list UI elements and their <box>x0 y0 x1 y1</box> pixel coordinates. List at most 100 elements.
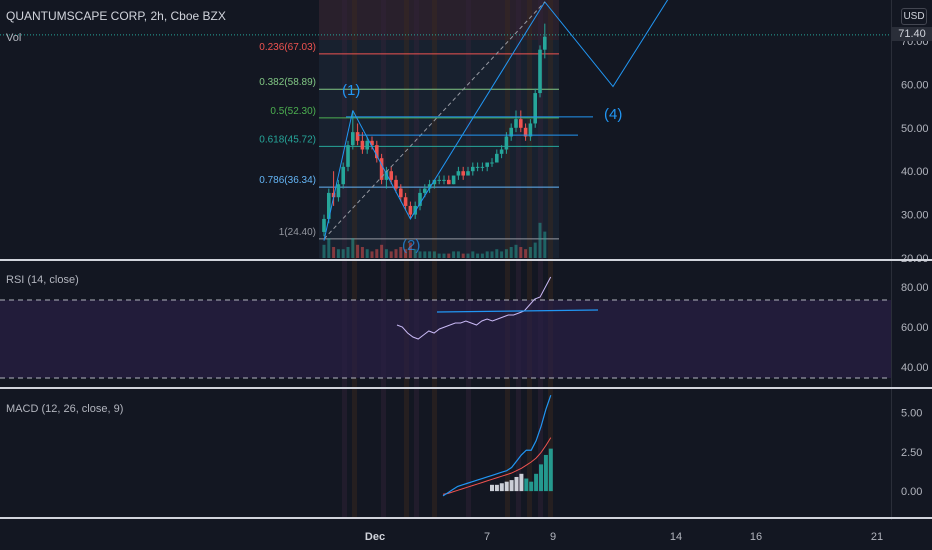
candle-body <box>355 132 360 141</box>
candle-body <box>327 192 331 219</box>
volume-bar <box>490 251 494 258</box>
fib-level-label: 0.236(67.03) <box>259 42 316 53</box>
volume-bar <box>476 253 480 258</box>
pane-separator-axis[interactable] <box>0 517 932 519</box>
volume-bar <box>336 249 340 258</box>
volume-bar <box>332 247 336 258</box>
candle-body <box>447 179 451 185</box>
macd-line <box>442 394 552 497</box>
macd-histogram-bar <box>504 481 509 492</box>
macd-histogram-bar <box>524 478 529 492</box>
volume-bar <box>456 251 460 258</box>
session-stripe <box>414 0 419 517</box>
candle-body <box>523 127 528 137</box>
macd-histogram-bar <box>543 454 548 492</box>
candle-body <box>456 171 461 176</box>
candle-body <box>365 140 369 150</box>
volume-bar <box>480 253 484 258</box>
session-stripe <box>516 0 521 517</box>
volume-bar <box>432 251 436 258</box>
macd-histogram-bar <box>529 481 534 492</box>
candle-body <box>432 179 437 185</box>
candle-body <box>437 179 441 181</box>
session-stripe <box>404 0 409 517</box>
macd-histogram-bar <box>490 484 494 492</box>
currency-button[interactable]: USD <box>901 8 927 25</box>
fib-level-label: 1(24.40) <box>279 227 316 238</box>
volume-bar <box>428 251 432 258</box>
candle-body <box>480 166 485 168</box>
volume-bar <box>533 242 537 258</box>
highlight-zone-top <box>319 0 559 40</box>
time-tick-label: 7 <box>484 531 490 543</box>
macd-histogram-bar <box>519 473 524 492</box>
time-tick-label: 9 <box>550 531 556 543</box>
session-stripe <box>352 0 357 517</box>
volume-bar <box>442 253 446 258</box>
candle-body <box>399 188 403 198</box>
session-stripe <box>527 0 532 517</box>
volume-bar <box>341 249 345 258</box>
candle-body <box>528 123 533 137</box>
volume-bar <box>452 251 456 258</box>
candle-body <box>394 179 398 189</box>
pane-separator-rsi[interactable] <box>0 259 932 261</box>
volume-bar <box>514 244 518 258</box>
volume-bar <box>447 253 451 258</box>
macd-histogram-bar <box>509 480 514 492</box>
wave-label: (2) <box>402 237 420 254</box>
volume-bar <box>322 244 326 258</box>
wave-line <box>352 0 669 220</box>
volume-bar <box>524 249 528 258</box>
rsi-trendline <box>436 309 599 313</box>
session-stripe <box>381 0 386 517</box>
candle-body <box>418 192 422 206</box>
volume-bar <box>384 249 388 258</box>
session-stripe <box>432 0 437 517</box>
volume-bar <box>413 249 417 258</box>
candle-body <box>461 171 465 176</box>
pane-separator-macd[interactable] <box>0 387 932 389</box>
macd-histogram-bar <box>534 473 539 492</box>
session-stripe <box>538 0 543 517</box>
candle-body <box>466 171 470 176</box>
rsi-band <box>0 300 891 378</box>
rsi-tick-label: 60.00 <box>901 322 929 334</box>
price-tick-label: 50.00 <box>901 123 929 135</box>
session-stripe <box>466 0 471 517</box>
volume-bar <box>360 247 364 258</box>
candle-body <box>346 145 350 167</box>
macd-label[interactable]: MACD (12, 26, close, 9) <box>6 403 124 415</box>
wave-label: (4) <box>604 106 622 123</box>
candle-body <box>403 197 408 206</box>
session-stripe <box>342 0 347 517</box>
volume-label[interactable]: Vol <box>6 32 22 44</box>
volume-bar <box>346 247 350 258</box>
macd-histogram-bar <box>539 464 543 492</box>
volume-bar <box>408 242 412 258</box>
candle-body <box>471 166 475 172</box>
rsi-label[interactable]: RSI (14, close) <box>6 274 79 286</box>
volume-bar <box>365 249 369 258</box>
symbol-title[interactable]: QUANTUMSCAPE CORP, 2h, Cboe BZX <box>6 9 226 23</box>
volume-bar <box>466 253 470 258</box>
volume-bar <box>418 251 422 258</box>
volume-bar <box>375 249 379 258</box>
volume-bar <box>423 251 427 258</box>
volume-bar <box>380 244 384 258</box>
volume-bar <box>471 251 475 258</box>
volume-bar <box>485 251 489 258</box>
candle-body <box>490 162 494 164</box>
volume-bar <box>327 238 331 258</box>
volume-bar <box>509 247 513 258</box>
session-stripe <box>548 0 553 517</box>
volume-bar <box>356 244 360 258</box>
rsi-tick-label: 80.00 <box>901 282 929 294</box>
candle-body <box>538 49 542 94</box>
time-tick-label: 21 <box>871 531 883 543</box>
wave-label: (1) <box>342 82 360 99</box>
candle-body <box>375 145 379 159</box>
macd-histogram-bar <box>499 483 504 492</box>
candle-body <box>495 153 499 163</box>
